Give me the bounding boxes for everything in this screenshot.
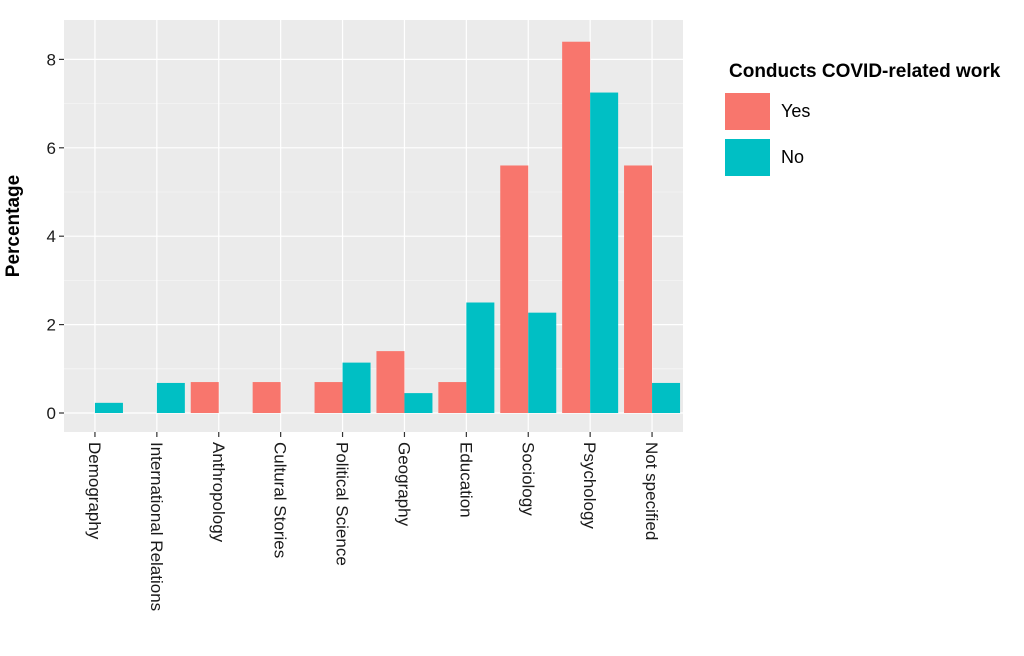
bar-no-education	[466, 302, 495, 413]
x-tick-label: Sociology	[518, 442, 537, 516]
x-tick-label: Psychology	[580, 442, 599, 529]
x-tick-label: Geography	[394, 442, 413, 527]
x-tick-label: Cultural Stories	[271, 442, 290, 558]
legend-label-yes: Yes	[781, 101, 810, 121]
x-tick-label: Anthropology	[209, 442, 228, 543]
bar-yes-education	[438, 382, 467, 413]
axis-ticks: 0 2 4 6 8 Demography International Relations An…	[47, 50, 662, 611]
x-tick-label: Education	[456, 442, 475, 518]
y-tick-label: 2	[47, 316, 56, 335]
y-tick-label: 8	[47, 50, 56, 69]
y-tick-label: 6	[47, 139, 56, 158]
bar-yes-psychology	[562, 41, 591, 413]
x-tick-label: Demography	[85, 442, 104, 540]
bar-yes-not-specified	[624, 165, 653, 413]
legend-key-no	[725, 139, 770, 176]
legend-key-yes	[725, 93, 770, 130]
bar-no-international-relations	[156, 382, 185, 413]
bars	[94, 41, 681, 414]
bar-no-geography	[404, 393, 433, 413]
x-tick-label: Not specified	[642, 442, 661, 540]
y-tick-label: 4	[47, 227, 56, 246]
bar-yes-cultural-stories	[252, 382, 281, 413]
bar-no-sociology	[528, 312, 557, 413]
y-axis-label: Percentage	[3, 175, 24, 277]
legend-label-no: No	[781, 147, 804, 167]
legend-title: Conducts COVID-related work	[729, 61, 1001, 82]
bar-no-psychology	[590, 92, 619, 414]
bar-no-demography	[94, 402, 123, 413]
bar-no-not-specified	[652, 382, 681, 413]
bar-yes-sociology	[500, 165, 529, 413]
bar-yes-geography	[376, 351, 405, 413]
y-tick-label: 0	[47, 404, 56, 423]
x-tick-label: Political Science	[333, 442, 352, 566]
bar-yes-anthropology	[190, 382, 219, 413]
bar-yes-political-science	[314, 382, 343, 413]
legend: Conducts COVID-related work Yes No	[725, 61, 1001, 176]
x-tick-label: International Relations	[147, 442, 166, 611]
bar-no-political-science	[342, 362, 371, 413]
